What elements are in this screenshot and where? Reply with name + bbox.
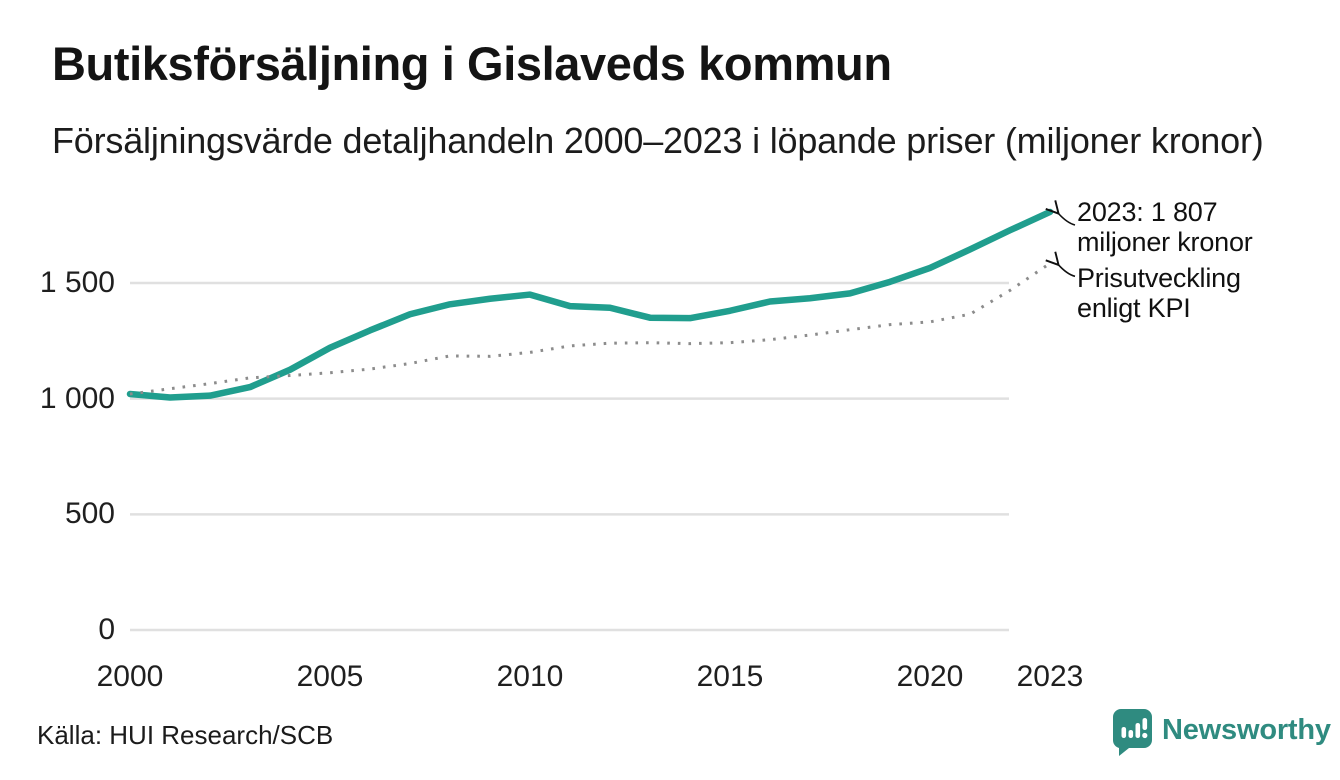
newsworthy-logo-icon [1113,709,1152,756]
chart-subtitle: Försäljningsvärde detaljhandeln 2000–202… [52,120,1264,161]
newsworthy-logo: Newsworthy [1112,708,1331,756]
sales-line [126,208,1054,401]
y-tick-label: 0 [98,613,115,646]
x-tick-label: 2010 [496,660,564,693]
source-note: Källa: HUI Research/SCB [37,720,334,750]
annotation-line: miljoner kronor [1077,227,1253,257]
x-tick-label: 2005 [296,660,364,693]
annotation-line: Prisutveckling [1077,263,1241,293]
annotation-arrows [1058,213,1076,278]
x-tick-label: 2020 [896,660,964,693]
annotation-line: enligt KPI [1077,293,1191,323]
data-series [126,208,1054,401]
annotation-kpi: Prisutveckling enligt KPI [1077,263,1241,323]
gridlines [130,281,1009,632]
x-tick-label: 2000 [96,660,164,693]
chart-title: Butiksförsäljning i Gislaveds kommun [52,37,892,90]
annotation-arrow [1058,264,1076,278]
annotation-line: 2023: 1 807 [1077,197,1218,227]
annotation-sales-2023: 2023: 1 807 miljoner kronor [1077,197,1253,257]
x-tick-label: 2015 [696,660,764,693]
annotation-arrow [1058,213,1076,226]
x-tick-label: 2023 [1016,660,1084,693]
y-tick-label: 1 500 [39,266,115,299]
y-tick-label: 1 000 [39,381,115,415]
newsworthy-logo-text: Newsworthy [1162,714,1331,746]
y-tick-label: 500 [64,497,115,531]
